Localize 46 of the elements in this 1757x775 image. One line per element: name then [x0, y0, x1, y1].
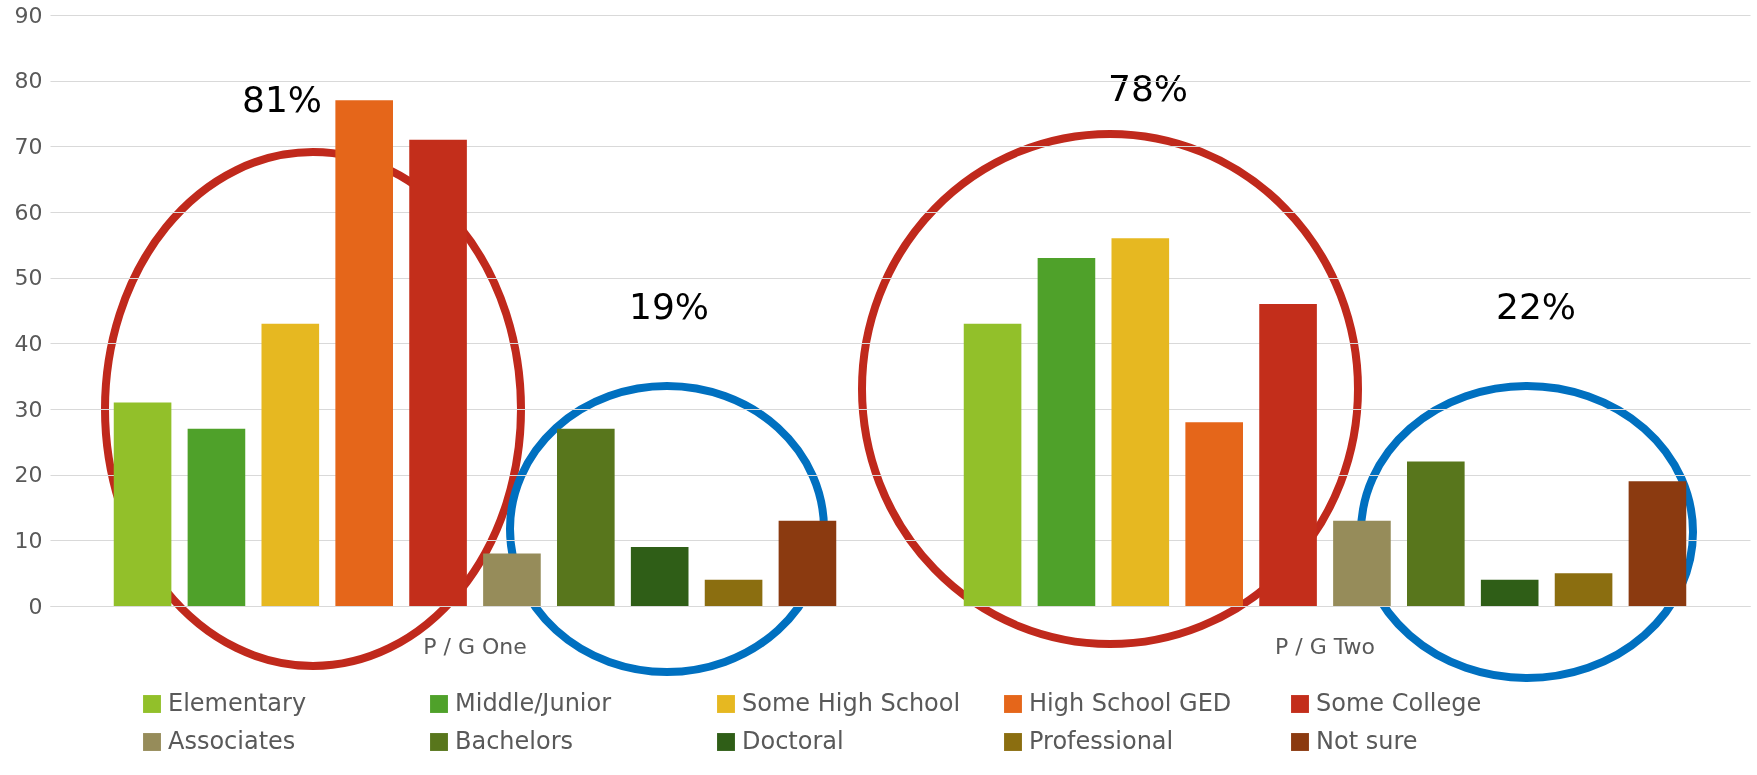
y-tick-label: 90 — [14, 2, 43, 28]
y-tick-label: 10 — [14, 527, 43, 553]
legend-label: Professional — [1029, 727, 1174, 755]
bar — [483, 553, 541, 606]
bar — [630, 546, 689, 606]
bar — [1628, 481, 1687, 606]
y-tick-label: 0 — [28, 593, 43, 619]
legend-label: Middle/Junior — [455, 689, 612, 717]
legend-label: Not sure — [1316, 727, 1418, 755]
legend-label: Associates — [168, 727, 296, 755]
y-tick-label: 80 — [14, 68, 43, 94]
annotation: 22% — [1495, 286, 1577, 327]
bar — [1333, 520, 1391, 606]
bar — [113, 402, 172, 606]
y-tick-label: 50 — [14, 265, 43, 291]
bar — [409, 139, 467, 606]
bar — [335, 100, 393, 606]
y-tick-label: 20 — [14, 462, 43, 488]
bar — [704, 579, 763, 606]
y-tick-label: 40 — [14, 330, 43, 356]
bar — [1111, 238, 1170, 606]
bar — [261, 323, 320, 606]
bar — [187, 428, 246, 606]
bar — [557, 428, 615, 606]
bar — [1037, 257, 1096, 606]
bar — [963, 323, 1022, 606]
y-tick-label: 60 — [14, 199, 43, 225]
bar — [1407, 461, 1465, 606]
y-tick-label: 70 — [14, 133, 43, 159]
bar — [778, 520, 837, 606]
legend-label: Some College — [1316, 689, 1482, 717]
bar — [1259, 303, 1317, 606]
x-tick-label: P / G One — [423, 633, 527, 659]
legend-label: High School GED — [1029, 689, 1232, 717]
bar — [1480, 579, 1539, 606]
annotation: 78% — [1107, 68, 1189, 109]
x-tick-label: P / G Two — [1275, 633, 1375, 659]
legend-label: Doctoral — [742, 727, 844, 755]
bar — [1185, 422, 1243, 606]
y-tick-label: 30 — [14, 396, 43, 422]
legend-label: Elementary — [168, 689, 307, 717]
legend-label: Some High School — [742, 689, 961, 717]
annotation: 81% — [241, 79, 323, 120]
annotation: 19% — [628, 286, 710, 327]
legend-label: Bachelors — [455, 727, 574, 755]
bar — [1554, 573, 1613, 606]
